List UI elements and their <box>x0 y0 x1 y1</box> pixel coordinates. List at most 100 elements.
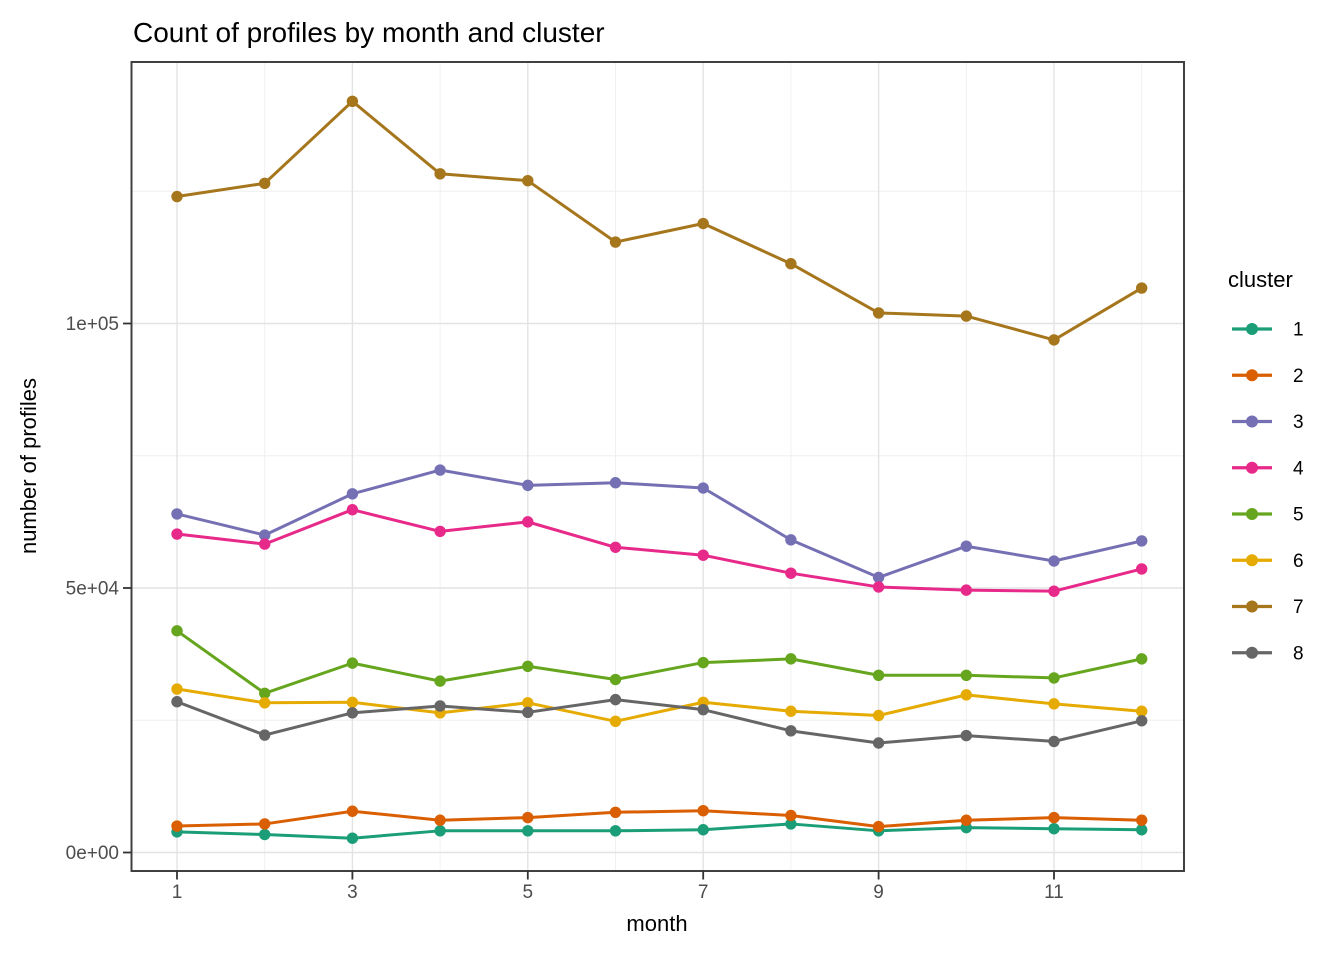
x-tick-label: 1 <box>172 882 183 903</box>
series-4 <box>171 504 1148 597</box>
series-2 <box>171 805 1148 833</box>
data-point-3-m1 <box>171 508 183 520</box>
data-point-6-m11 <box>1048 698 1060 710</box>
data-point-6-m1 <box>171 683 183 695</box>
data-point-4-m12 <box>1136 563 1148 575</box>
series-layer <box>171 95 1148 844</box>
series-5 <box>171 625 1148 699</box>
series-3 <box>171 464 1148 584</box>
data-point-5-m2 <box>259 687 271 699</box>
y-tick-label: 1e+05 <box>66 314 119 335</box>
series-line-3 <box>175 468 1144 579</box>
data-point-4-m5 <box>522 516 534 528</box>
x-axis-title: month <box>626 911 687 936</box>
data-point-4-m8 <box>785 567 797 579</box>
series-1 <box>171 818 1148 844</box>
data-point-3-m4 <box>434 464 446 476</box>
data-point-7-m4 <box>434 168 446 180</box>
data-point-2-m9 <box>872 820 885 833</box>
legend-item-7: 7 <box>1232 597 1304 618</box>
data-point-5-m7 <box>697 656 709 669</box>
data-point-8-m12 <box>1136 715 1148 727</box>
series-line-2 <box>175 809 1144 829</box>
data-point-8-m1 <box>171 696 183 708</box>
data-point-8-m3 <box>346 707 359 719</box>
legend-key-dot <box>1246 461 1258 474</box>
data-point-4-m11 <box>1048 585 1060 597</box>
series-7 <box>171 95 1148 346</box>
data-point-2-m4 <box>434 814 446 826</box>
data-point-5-m4 <box>434 675 446 687</box>
legend-item-label: 1 <box>1293 320 1304 341</box>
data-point-3-m8 <box>785 534 797 546</box>
data-point-2-m10 <box>960 814 972 826</box>
data-point-6-m9 <box>872 709 885 722</box>
legend-item-6: 6 <box>1232 551 1304 572</box>
data-point-1-m3 <box>346 832 359 844</box>
data-point-4-m9 <box>872 581 885 593</box>
data-point-6-m6 <box>609 715 622 728</box>
data-point-2-m12 <box>1136 814 1148 826</box>
data-point-7-m7 <box>697 217 709 230</box>
x-tick-label: 11 <box>1044 882 1064 903</box>
y-tick-label: 0e+00 <box>66 843 119 864</box>
y-axis-title: number of profiles <box>16 378 41 554</box>
data-point-5-m11 <box>1048 672 1060 684</box>
data-point-4-m10 <box>960 584 972 596</box>
legend-item-label: 3 <box>1293 412 1304 433</box>
data-point-1-m5 <box>522 825 534 837</box>
legend-item-label: 4 <box>1293 458 1304 479</box>
data-point-7-m12 <box>1136 282 1148 294</box>
data-point-2-m3 <box>346 805 359 817</box>
data-point-1-m6 <box>609 825 622 837</box>
series-8 <box>171 693 1148 749</box>
legend-item-label: 7 <box>1293 597 1304 618</box>
data-point-8-m6 <box>609 693 622 706</box>
legend-key-dot <box>1246 554 1258 567</box>
legend-item-1: 1 <box>1232 320 1304 341</box>
data-point-4-m7 <box>697 549 709 561</box>
data-point-7-m11 <box>1048 334 1060 346</box>
data-point-1-m2 <box>259 828 271 841</box>
series-line-4 <box>175 508 1144 593</box>
legend-items: 1 2 3 4 5 6 7 8 <box>1232 320 1304 664</box>
data-point-6-m5 <box>522 697 534 709</box>
data-point-2-m2 <box>259 818 271 830</box>
data-point-6-m8 <box>785 705 797 717</box>
data-point-8-m10 <box>960 729 972 742</box>
data-point-8-m11 <box>1048 735 1060 748</box>
legend-key-dot <box>1246 415 1258 428</box>
data-point-3-m9 <box>872 571 885 584</box>
data-point-4-m4 <box>434 525 446 538</box>
x-tick-label: 7 <box>698 882 709 903</box>
data-point-7-m10 <box>960 310 972 322</box>
data-point-3-m11 <box>1048 555 1060 567</box>
data-point-6-m3 <box>346 696 359 708</box>
legend-key-dot <box>1246 646 1258 659</box>
data-point-2-m1 <box>171 820 183 832</box>
chart-title: Count of profiles by month and cluster <box>133 17 605 48</box>
data-point-5-m6 <box>609 673 622 686</box>
data-point-7-m2 <box>259 177 271 190</box>
data-point-8-m8 <box>785 725 797 737</box>
data-point-8-m4 <box>434 700 446 712</box>
legend-key-dot <box>1246 323 1258 335</box>
legend-item-3: 3 <box>1232 412 1304 433</box>
data-point-2-m8 <box>785 809 797 822</box>
data-point-1-m12 <box>1136 824 1148 836</box>
data-point-4-m6 <box>609 541 622 553</box>
data-point-5-m9 <box>872 669 885 681</box>
data-point-3-m5 <box>522 479 534 492</box>
data-point-4-m2 <box>259 538 271 550</box>
data-point-5-m10 <box>960 669 972 681</box>
legend-item-label: 5 <box>1293 505 1304 526</box>
data-point-3-m3 <box>346 488 359 500</box>
data-point-1-m4 <box>434 825 446 837</box>
legend-key-dot <box>1246 508 1258 520</box>
data-point-7-m6 <box>609 236 622 248</box>
series-line-6 <box>175 687 1144 723</box>
data-point-5-m5 <box>522 660 534 672</box>
data-point-3-m6 <box>609 477 622 489</box>
data-point-3-m12 <box>1136 535 1148 547</box>
legend-item-label: 2 <box>1293 366 1304 387</box>
